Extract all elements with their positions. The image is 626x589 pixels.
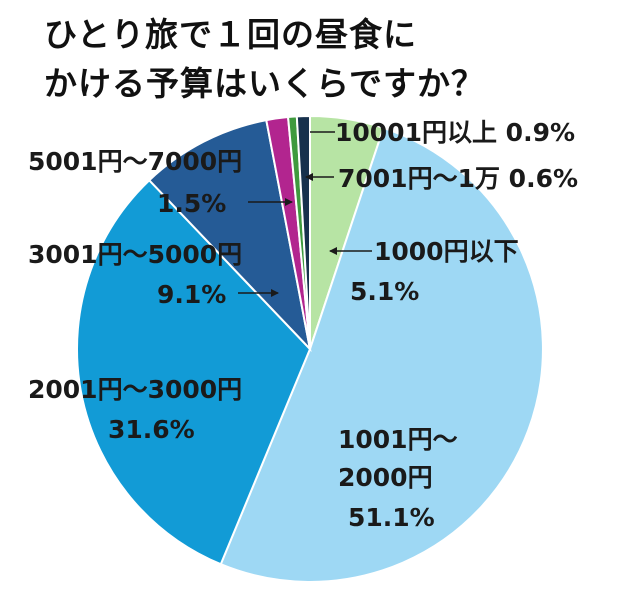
pie-slices bbox=[76, 114, 544, 583]
slice-label-5001-value: 1.5% bbox=[157, 189, 226, 218]
slice-label-3001-name: 3001円〜5000円 bbox=[28, 240, 242, 269]
slice-label-7001: 7001円〜1万 0.6% bbox=[338, 164, 578, 193]
slice-label-1001-name-2: 2000円 bbox=[338, 463, 433, 492]
pie-slice-1 bbox=[219, 126, 544, 583]
slice-label-2001-name: 2001円〜3000円 bbox=[28, 375, 242, 404]
slice-label-1001-name: 1001円〜 bbox=[338, 425, 458, 454]
slice-label-10001: 10001円以上 0.9% bbox=[335, 118, 575, 147]
slice-label-1001-value: 51.1% bbox=[348, 503, 435, 532]
slice-label-1000-value: 5.1% bbox=[350, 277, 419, 306]
pie-slice-3 bbox=[147, 118, 312, 353]
pie-slice-2 bbox=[76, 178, 312, 566]
slice-label-1000-name: 1000円以下 bbox=[374, 237, 519, 266]
slice-label-3001-value: 9.1% bbox=[157, 280, 226, 309]
slice-label-2001-value: 31.6% bbox=[108, 415, 195, 444]
leader-lines bbox=[238, 131, 372, 297]
slice-label-5001-name: 5001円〜7000円 bbox=[28, 147, 242, 176]
chart-title-line-2: かける予算はいくらですか？ bbox=[44, 64, 486, 103]
chart-title-line-1: ひとり旅で１回の昼食に bbox=[44, 15, 418, 54]
